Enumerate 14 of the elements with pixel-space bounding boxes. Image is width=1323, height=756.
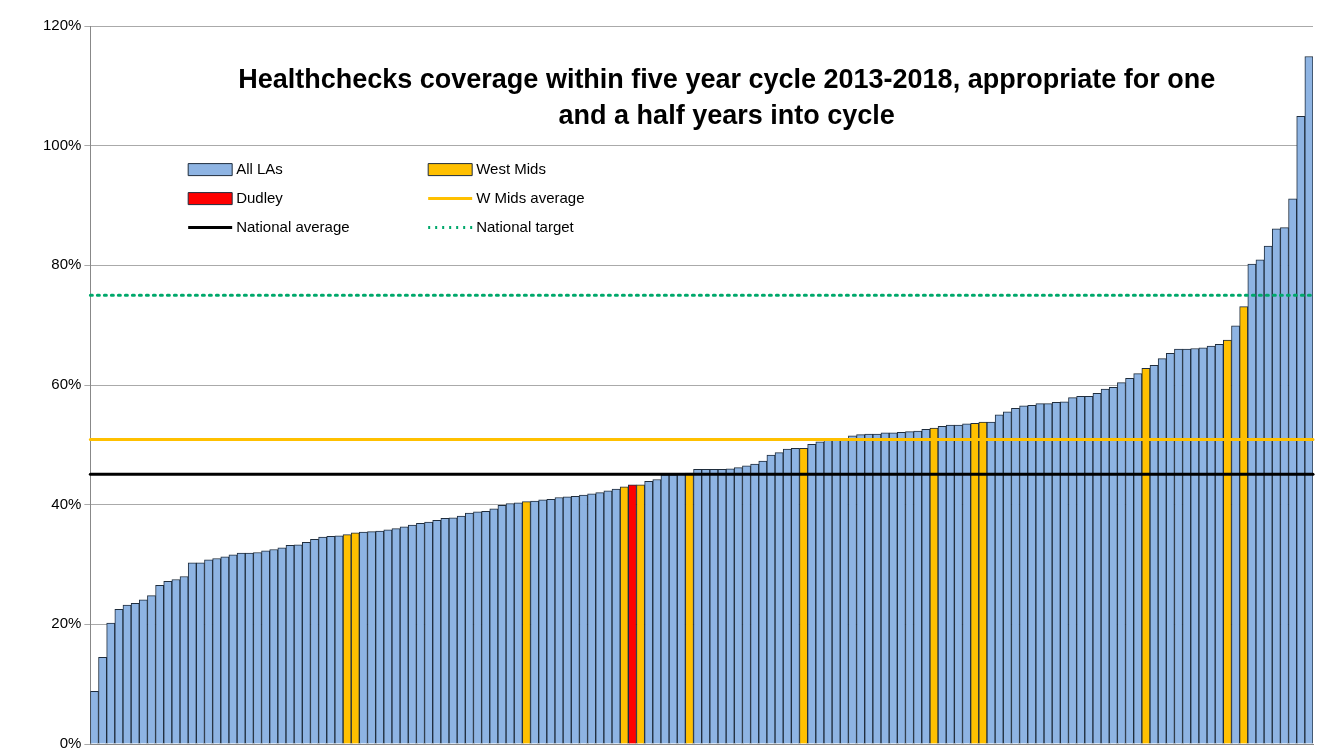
legend-label: West Mids [476, 159, 546, 177]
text: Healthchecks coverage within five year cycle 2013-2018, appropriate for one and a half years into cycle [238, 64, 1216, 131]
y-tick-label: 40% [51, 494, 82, 512]
legend-label: National target [476, 217, 575, 235]
legend-label: W Mids average [476, 188, 585, 206]
legend-label: Dudley [236, 188, 284, 206]
y-tick-label: 0% [59, 734, 82, 752]
y-tick-label: 120% [42, 16, 82, 34]
y-tick-label: 100% [42, 135, 82, 153]
legend-label: National average [236, 217, 350, 235]
legend-label: All LAs [236, 159, 283, 177]
y-tick-label: 20% [51, 614, 82, 632]
y-tick-label: 60% [51, 375, 82, 393]
y-tick-label: 80% [51, 255, 82, 273]
